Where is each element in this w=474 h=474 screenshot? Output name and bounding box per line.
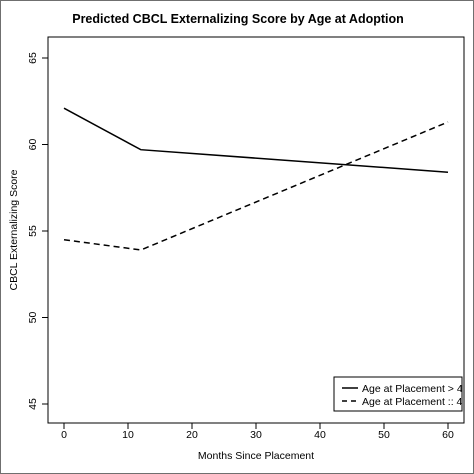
- series-layer: [63, 107, 449, 251]
- y-tick-label: 45: [27, 398, 39, 410]
- y-tick-label: 50: [27, 312, 39, 324]
- y-tick-label: 65: [27, 52, 39, 64]
- y-axis-label: CBCL Externalizing Score: [8, 169, 20, 290]
- y-axis: 45 50 55 60 65: [27, 52, 49, 410]
- x-axis-label: Months Since Placement: [198, 450, 314, 462]
- legend-label-series-1: Age at Placement > 4: [362, 383, 463, 395]
- legend-box: [333, 376, 463, 412]
- x-tick-label: 60: [442, 429, 454, 441]
- x-tick-label: 10: [122, 429, 134, 441]
- series-line-1: [63, 107, 449, 173]
- plot-area-border: [47, 36, 465, 424]
- legend-label-series-2: Age at Placement :: 4: [362, 396, 463, 408]
- x-axis: 0 10 20 30 40 50 60: [61, 422, 454, 441]
- x-tick-label: 40: [314, 429, 326, 441]
- series-line-2: [63, 121, 449, 251]
- x-tick-label: 30: [250, 429, 262, 441]
- chart-title: Predicted CBCL Externalizing Score by Ag…: [72, 12, 404, 26]
- legend: Age at Placement > 4 Age at Placement ::…: [333, 376, 463, 412]
- x-tick-label: 50: [378, 429, 390, 441]
- x-tick-label: 0: [61, 429, 67, 441]
- x-tick-label: 20: [186, 429, 198, 441]
- y-tick-label: 60: [27, 139, 39, 151]
- y-tick-label: 55: [27, 225, 39, 237]
